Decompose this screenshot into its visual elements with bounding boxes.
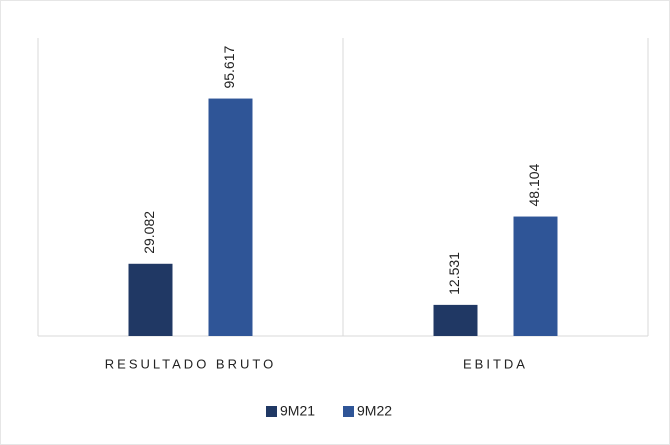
x-tick-label: EBITDA <box>463 356 528 371</box>
legend-label: 9M22 <box>357 403 392 419</box>
x-tick-label: RESULTADO BRUTO <box>105 356 276 371</box>
data-label: 12.531 <box>446 252 462 295</box>
data-label: 95.617 <box>221 46 237 89</box>
data-label: 29.082 <box>141 211 157 254</box>
data-label: 48.104 <box>526 164 542 207</box>
bar <box>433 304 478 336</box>
legend-label: 9M21 <box>280 403 315 419</box>
bar <box>128 263 173 336</box>
bar <box>208 98 253 336</box>
legend-swatch <box>266 406 277 417</box>
bar <box>513 216 558 336</box>
legend-swatch <box>343 406 354 417</box>
